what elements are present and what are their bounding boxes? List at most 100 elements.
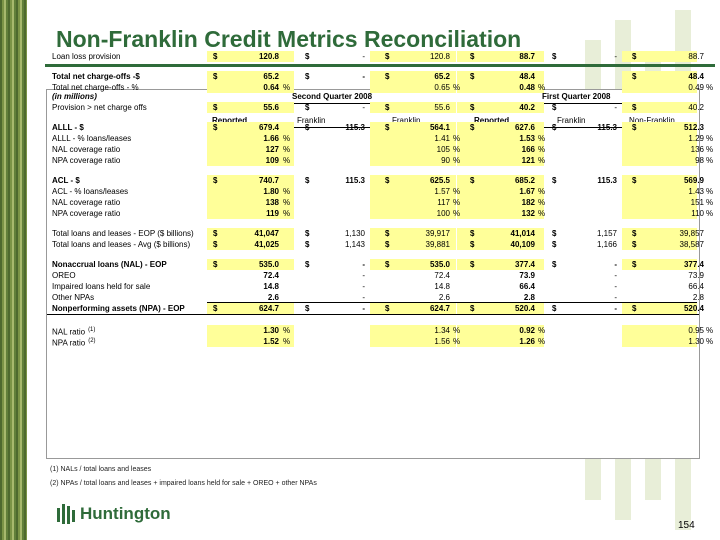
value-cell: - xyxy=(614,103,617,112)
highlight-cell xyxy=(370,155,456,166)
dollar-sign: $ xyxy=(552,52,557,61)
value-cell: 90 xyxy=(441,156,450,165)
value-cell: 0.48 xyxy=(519,83,535,92)
col-non-franklin-q2: Franklin xyxy=(392,116,421,125)
value-cell: 115.3 xyxy=(597,176,617,185)
value-cell: 98 xyxy=(695,156,704,165)
row-label-text: NAL ratio xyxy=(52,327,86,337)
highlight-cell xyxy=(370,186,456,197)
highlight-cell xyxy=(457,102,544,113)
value-cell: 1,157 xyxy=(596,229,617,238)
dollar-sign: $ xyxy=(552,123,557,132)
value-cell: - xyxy=(614,260,617,269)
value-cell: 166 xyxy=(521,145,535,154)
percent-sign: % xyxy=(706,326,714,335)
value-cell: 41,047 xyxy=(254,229,279,238)
percent-sign: % xyxy=(538,134,546,143)
highlight-cell xyxy=(370,208,456,219)
column-underline-q2 xyxy=(207,127,452,128)
value-cell: 39,881 xyxy=(425,240,450,249)
percent-sign: % xyxy=(453,209,461,218)
highlight-cell xyxy=(457,325,544,336)
footnote-marker: (1) xyxy=(88,327,96,333)
value-cell: 115.3 xyxy=(345,176,365,185)
highlight-cell xyxy=(370,239,456,250)
dollar-sign: $ xyxy=(213,260,218,269)
value-cell: 2.8 xyxy=(523,293,535,302)
highlight-cell xyxy=(457,208,544,219)
value-cell: 66.4 xyxy=(519,282,535,291)
dollar-sign: $ xyxy=(632,103,637,112)
row-label: NPA ratio (2) xyxy=(52,336,96,348)
highlight-cell xyxy=(370,144,456,155)
value-cell: 100 xyxy=(436,209,450,218)
highlight-cell xyxy=(457,51,544,62)
percent-sign: % xyxy=(538,187,546,196)
dollar-sign: $ xyxy=(305,103,310,112)
percent-sign: % xyxy=(283,326,291,335)
dollar-sign: $ xyxy=(385,123,390,132)
dollar-sign: $ xyxy=(552,240,557,249)
value-cell: 1.34 xyxy=(434,326,450,335)
highlight-cell xyxy=(622,186,697,197)
value-cell: 1.43 xyxy=(688,187,704,196)
dollar-sign: $ xyxy=(552,103,557,112)
dollar-sign: $ xyxy=(385,240,390,249)
highlight-cell xyxy=(622,82,697,93)
highlight-cell xyxy=(622,259,697,270)
footnote-2: (2) NPAs / total loans and leases + impa… xyxy=(50,480,317,487)
value-cell: 512.3 xyxy=(683,123,704,132)
value-cell: 520.4 xyxy=(683,304,704,313)
row-label: Other NPAs xyxy=(52,293,95,302)
value-cell: 55.6 xyxy=(434,103,450,112)
highlight-cell xyxy=(370,133,456,144)
percent-sign: % xyxy=(283,187,291,196)
decorative-stripes xyxy=(0,0,27,540)
value-cell: 115.3 xyxy=(597,123,617,132)
dollar-sign: $ xyxy=(305,176,310,185)
value-cell: 1.53 xyxy=(519,134,535,143)
value-cell: 182 xyxy=(521,198,535,207)
highlight-cell xyxy=(370,175,456,186)
dollar-sign: $ xyxy=(632,304,637,313)
value-cell: - xyxy=(362,304,365,313)
dollar-sign: $ xyxy=(213,240,218,249)
dollar-sign: $ xyxy=(385,72,390,81)
value-cell: 1.29 xyxy=(688,134,704,143)
value-cell: 535.0 xyxy=(258,260,279,269)
value-cell: 41,025 xyxy=(254,240,279,249)
value-cell: 1.30 xyxy=(688,337,704,346)
highlight-cell xyxy=(207,155,294,166)
highlight-cell xyxy=(622,133,697,144)
highlight-cell xyxy=(207,239,294,250)
highlight-cell xyxy=(622,336,697,347)
highlight-cell xyxy=(457,155,544,166)
row-label: NPA coverage ratio xyxy=(52,156,121,165)
percent-sign: % xyxy=(283,198,291,207)
highlight-cell xyxy=(207,133,294,144)
value-cell: 1.67 xyxy=(519,187,535,196)
value-cell: 1.30 xyxy=(263,326,279,335)
highlight-cell xyxy=(207,228,294,239)
value-cell: 1.56 xyxy=(434,337,450,346)
row-label: Nonperforming assets (NPA) - EOP xyxy=(52,304,185,313)
total-rule xyxy=(47,314,699,315)
value-cell: 151 xyxy=(690,198,704,207)
huntington-logo: Huntington xyxy=(56,503,171,525)
highlight-cell xyxy=(207,71,294,82)
value-cell: - xyxy=(362,282,365,291)
value-cell: 41,014 xyxy=(510,229,535,238)
dollar-sign: $ xyxy=(305,52,310,61)
value-cell: 624.7 xyxy=(429,304,450,313)
percent-sign: % xyxy=(453,156,461,165)
percent-sign: % xyxy=(283,337,291,346)
period-underline-q1 xyxy=(457,103,697,104)
dollar-sign: $ xyxy=(470,260,475,269)
highlight-cell xyxy=(370,82,456,93)
percent-sign: % xyxy=(706,209,714,218)
dollar-sign: $ xyxy=(305,123,310,132)
value-cell: 138 xyxy=(265,198,279,207)
percent-sign: % xyxy=(283,83,291,92)
percent-sign: % xyxy=(706,187,714,196)
percent-sign: % xyxy=(706,145,714,154)
